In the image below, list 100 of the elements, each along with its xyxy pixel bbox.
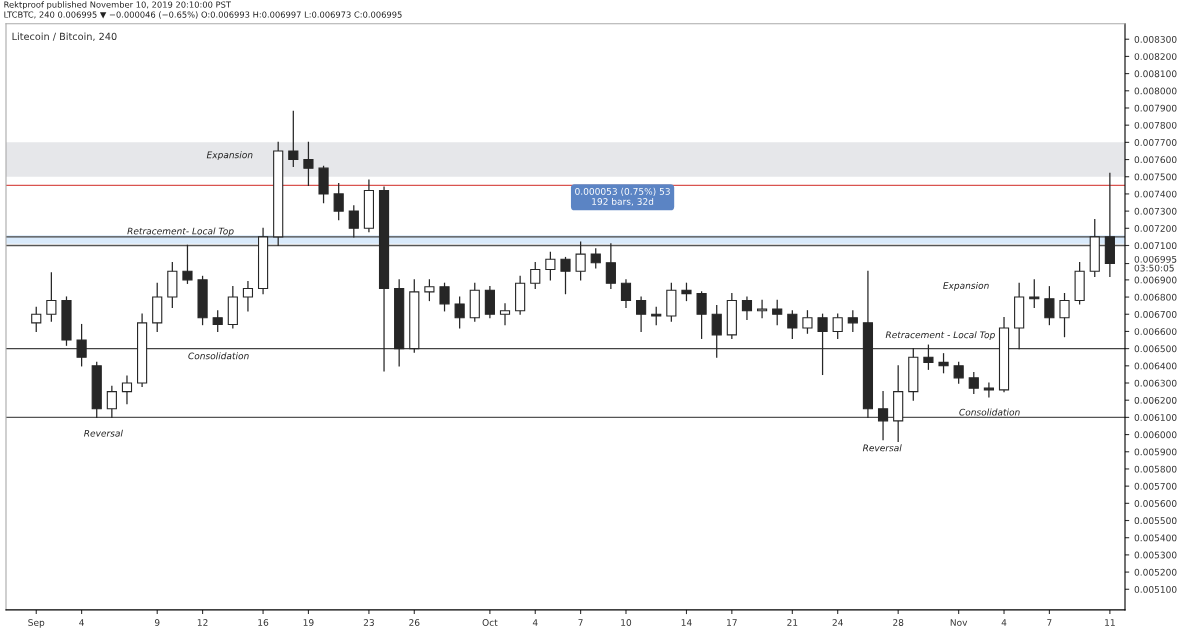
candlestick bbox=[499, 303, 511, 326]
y-tick-label: 0.006900 bbox=[1134, 276, 1177, 284]
x-tick-label: Oct bbox=[482, 619, 498, 626]
y-tick-label: 0.006300 bbox=[1134, 379, 1177, 387]
candlestick bbox=[333, 182, 344, 221]
y-tick-label: 0.006800 bbox=[1134, 293, 1177, 301]
x-tick-label: 11 bbox=[1105, 619, 1115, 626]
candlestick bbox=[741, 296, 753, 321]
y-tick-label: 0.008000 bbox=[1134, 87, 1177, 95]
candlestick bbox=[968, 372, 979, 394]
candlestick bbox=[575, 241, 586, 281]
candlestick bbox=[787, 310, 798, 339]
x-tick-label: 28 bbox=[893, 619, 904, 626]
annotation: Consolidation bbox=[188, 352, 249, 360]
candlestick bbox=[923, 344, 934, 370]
candlestick bbox=[454, 296, 465, 329]
y-tick-label: 0.006400 bbox=[1134, 362, 1177, 370]
x-tick-label: 19 bbox=[303, 619, 314, 626]
x-tick-label: 7 bbox=[578, 619, 583, 626]
candlestick bbox=[1029, 279, 1040, 308]
y-tick-label: 0.005400 bbox=[1134, 534, 1177, 542]
y-tick-label: 0.007800 bbox=[1134, 121, 1177, 129]
x-tick-label: Sep bbox=[28, 619, 45, 628]
annotation: 0.000053 (0.75%) 53 192 bars, 32d bbox=[575, 187, 670, 206]
x-tick-label: 17 bbox=[727, 619, 737, 626]
candlestick bbox=[756, 299, 768, 319]
candlestick bbox=[76, 323, 87, 367]
x-tick-label: 4 bbox=[1001, 619, 1007, 626]
candlestick bbox=[802, 310, 813, 334]
x-tick-label: 23 bbox=[363, 619, 374, 626]
candlestick bbox=[545, 251, 556, 281]
x-tick-label: 12 bbox=[197, 619, 208, 626]
annotation: Expansion bbox=[206, 151, 253, 161]
candlestick bbox=[847, 310, 858, 333]
candlestick bbox=[303, 141, 314, 186]
candlestick bbox=[636, 296, 647, 333]
annotation: Consolidation bbox=[959, 408, 1020, 416]
x-tick-label: 7 bbox=[1047, 619, 1052, 626]
candlestick bbox=[983, 382, 994, 398]
candlestick bbox=[938, 353, 949, 374]
annotation: Reversal bbox=[84, 429, 123, 437]
x-tick-label: 26 bbox=[409, 619, 420, 626]
y-tick-label: 0.006000 bbox=[1134, 431, 1177, 439]
y-tick-label: 0.005100 bbox=[1134, 586, 1177, 593]
candlestick bbox=[560, 256, 571, 295]
text: Litecoin / Bitcoin, 240 bbox=[12, 32, 117, 42]
candlestick bbox=[106, 385, 117, 419]
y-tick-label: 0.007100 bbox=[1134, 242, 1177, 250]
x-tick-label: 4 bbox=[79, 619, 84, 626]
y-tick-label: 0.008300 bbox=[1134, 35, 1177, 43]
candlestick bbox=[711, 305, 722, 358]
y-tick-label: 0.006100 bbox=[1134, 414, 1177, 421]
y-tick-label: 0.007700 bbox=[1134, 139, 1177, 146]
y-tick-label: 0.007400 bbox=[1134, 190, 1177, 198]
x-tick-label: Nov bbox=[950, 619, 968, 626]
annotation: Expansion bbox=[943, 281, 989, 291]
y-tick-label: 0.005300 bbox=[1134, 551, 1177, 559]
y-tick-label: 0.005600 bbox=[1134, 500, 1177, 507]
candlestick bbox=[288, 110, 299, 168]
candlestick bbox=[832, 313, 843, 339]
y-tick-label: 0.006700 bbox=[1134, 310, 1177, 318]
y-tick-label: 0.008200 bbox=[1134, 53, 1177, 60]
x-tick-label: 21 bbox=[787, 619, 798, 626]
candlestick bbox=[620, 279, 632, 308]
x-tick-label: 4 bbox=[532, 619, 538, 626]
annotation: Retracement - Local Top bbox=[885, 331, 995, 340]
y-tick-label: 0.007600 bbox=[1134, 156, 1177, 164]
x-tick-label: 10 bbox=[621, 619, 632, 626]
y-tick-label: 0.006995 03:50:05 bbox=[1134, 255, 1177, 272]
candlestick bbox=[348, 205, 359, 238]
annotation: Reversal bbox=[862, 444, 902, 452]
x-tick-label: 24 bbox=[832, 619, 843, 626]
y-tick-label: 0.005700 bbox=[1134, 482, 1177, 490]
y-tick-label: 0.007500 bbox=[1134, 173, 1177, 181]
candlestick bbox=[590, 248, 601, 269]
candlestick bbox=[772, 299, 783, 326]
candlestick bbox=[424, 279, 435, 302]
y-tick-label: 0.006500 bbox=[1134, 345, 1177, 353]
candlestick bbox=[212, 310, 223, 333]
annotation: Retracement- Local Top bbox=[127, 227, 234, 237]
candlestick bbox=[46, 272, 57, 322]
candlestick bbox=[605, 243, 616, 290]
candlestick bbox=[1059, 292, 1070, 338]
y-tick-label: 0.008100 bbox=[1134, 70, 1177, 78]
y-tick-label: 0.007900 bbox=[1134, 104, 1177, 112]
candlestick bbox=[953, 361, 964, 384]
y-tick-label: 0.005500 bbox=[1134, 517, 1177, 525]
candlestick bbox=[242, 280, 254, 312]
y-tick-label: 0.007300 bbox=[1134, 207, 1177, 215]
x-tick-label: 16 bbox=[258, 619, 269, 626]
candlestick bbox=[31, 306, 42, 333]
y-tick-label: 0.005800 bbox=[1134, 465, 1177, 473]
candlestick bbox=[877, 390, 889, 441]
candlestick bbox=[439, 282, 450, 312]
y-tick-label: 0.006600 bbox=[1134, 328, 1177, 335]
y-tick-label: 0.006200 bbox=[1134, 396, 1177, 404]
candlestick bbox=[817, 313, 828, 376]
x-tick-label: 9 bbox=[154, 619, 160, 626]
candlestick bbox=[530, 262, 541, 290]
candlestick bbox=[1044, 286, 1055, 326]
